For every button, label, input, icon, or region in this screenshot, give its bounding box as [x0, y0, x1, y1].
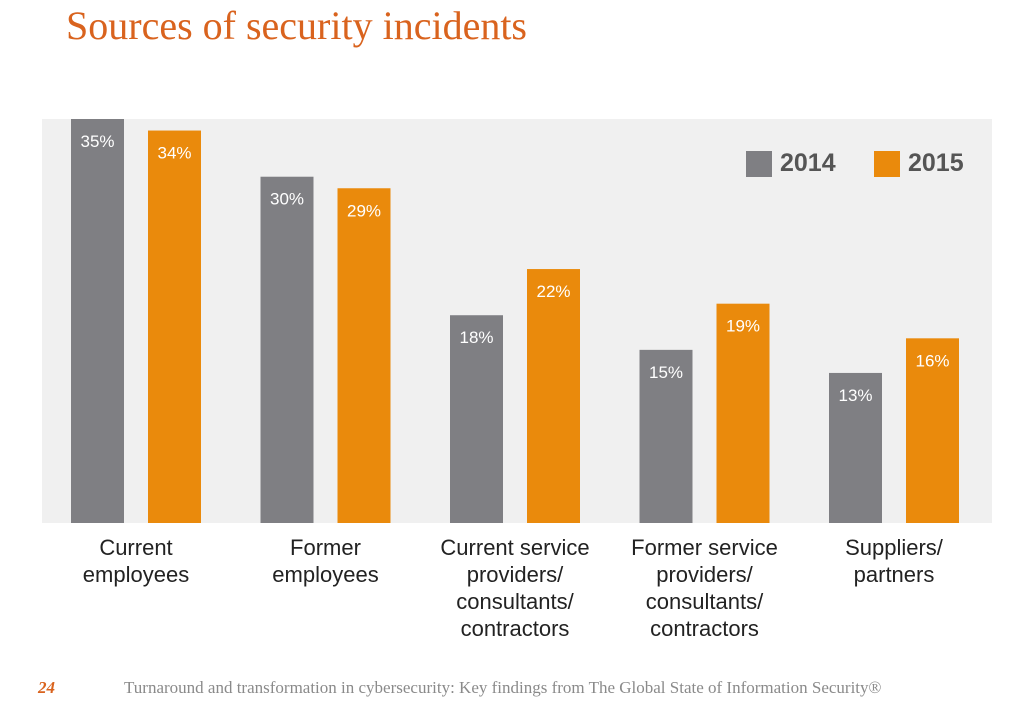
data-label-2014-1: 30% [270, 190, 304, 209]
bar-2015-1 [337, 188, 391, 523]
category-label-4: Suppliers/ partners [845, 535, 943, 587]
category-label-2: Current service providers/ consultants/ … [440, 535, 590, 641]
data-label-2015-4: 16% [915, 351, 949, 370]
data-label-2015-1: 29% [347, 201, 381, 220]
legend-swatch-2015 [874, 150, 900, 177]
bar-2015-4 [906, 338, 959, 523]
legend-swatch-2014 [746, 150, 772, 177]
bar-2015-3 [716, 303, 770, 523]
legend-item-2014: 2014 [746, 149, 836, 178]
legend-item-2015: 2015 [874, 149, 964, 178]
bar-2014-1 [260, 176, 314, 523]
page-title: Sources of security incidents [66, 3, 527, 48]
data-label-2015-0: 34% [157, 144, 191, 163]
bar-2014-3 [639, 349, 693, 523]
category-label-1: Former employees [272, 535, 379, 587]
legend-label-2014: 2014 [780, 149, 836, 177]
bar-2015-0 [148, 130, 201, 524]
bar-2015-2 [527, 269, 580, 523]
data-label-2014-0: 35% [80, 132, 114, 151]
bar-2014-2 [450, 315, 503, 523]
data-label-2015-3: 19% [726, 317, 760, 336]
legend-label-2015: 2015 [908, 149, 964, 177]
category-label-3: Former service providers/ consultants/ c… [631, 535, 778, 641]
bar-2014-0 [71, 119, 124, 523]
data-label-2014-4: 13% [838, 386, 872, 405]
chart-plot-area: 35% 34% 30% 29% 18% 22% 15% 19% 13% 16% [42, 119, 992, 524]
category-label-0: Current employees [82, 535, 190, 587]
data-label-2014-2: 18% [459, 328, 493, 347]
page-number: 24 [38, 678, 55, 697]
bar-2014-4 [829, 372, 882, 523]
data-label-2014-3: 15% [649, 363, 683, 382]
bar-chart: 35% 34% 30% 29% 18% 22% 15% 19% 13% 16% [71, 119, 959, 524]
data-label-2015-2: 22% [536, 282, 570, 301]
footer-text: Turnaround and transformation in cyberse… [124, 678, 882, 697]
